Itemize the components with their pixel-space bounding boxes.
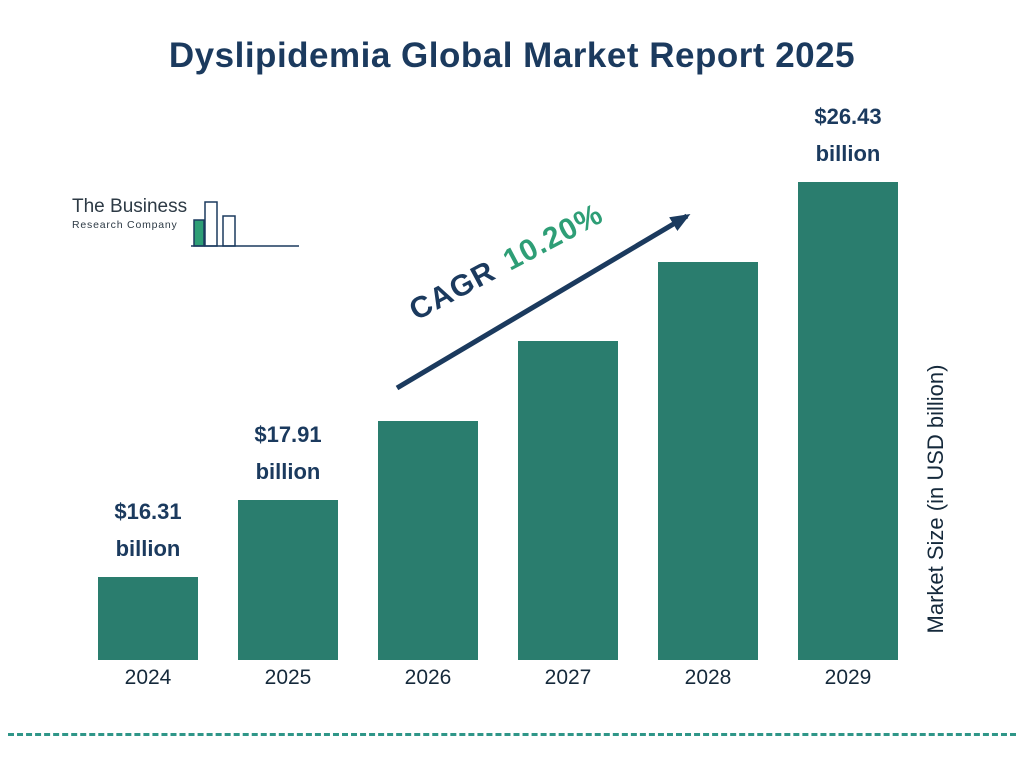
logo-chart-icon: [191, 201, 300, 247]
bar-2025: [238, 500, 338, 660]
logo-subtitle: Research Company: [72, 219, 178, 231]
x-tick-2027: 2027: [544, 666, 592, 689]
x-tick-2025: 2025: [264, 666, 312, 689]
value-unit: billion: [815, 141, 881, 166]
value-label-2029: $26.43 billion: [778, 98, 918, 172]
page-title: Dyslipidemia Global Market Report 2025: [168, 36, 856, 75]
bar-2024: [98, 577, 198, 660]
value-unit: billion: [115, 536, 181, 561]
value-unit: billion: [255, 459, 321, 484]
value-amount: $16.31: [114, 499, 182, 524]
x-tick-2024: 2024: [124, 666, 172, 689]
x-tick-2028: 2028: [684, 666, 732, 689]
bar-2027: [518, 341, 618, 660]
value-label-2024: $16.31 billion: [78, 493, 218, 567]
trend-arrow-icon: [395, 213, 691, 391]
bar-2026: [378, 421, 478, 660]
y-axis-label: Market Size (in USD billion): [923, 364, 948, 634]
value-amount: $17.91: [254, 422, 322, 447]
bar-2029: [798, 182, 898, 660]
logo-text: The Business Research Company: [72, 196, 187, 231]
x-tick-2026: 2026: [404, 666, 452, 689]
value-amount: $26.43: [814, 104, 882, 129]
bar-2028: [658, 262, 758, 660]
company-logo: The Business Research Company: [72, 196, 301, 256]
bottom-divider: [8, 733, 1016, 736]
value-label-2025: $17.91 billion: [218, 416, 358, 490]
x-tick-2029: 2029: [824, 666, 872, 689]
logo-name: The Business: [72, 196, 188, 217]
